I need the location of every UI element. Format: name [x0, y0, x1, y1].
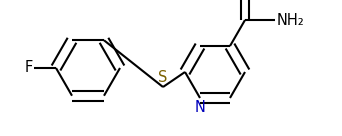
Text: S: S: [158, 70, 168, 85]
Text: F: F: [25, 61, 33, 75]
Text: N: N: [195, 100, 206, 115]
Text: NH₂: NH₂: [277, 13, 305, 27]
